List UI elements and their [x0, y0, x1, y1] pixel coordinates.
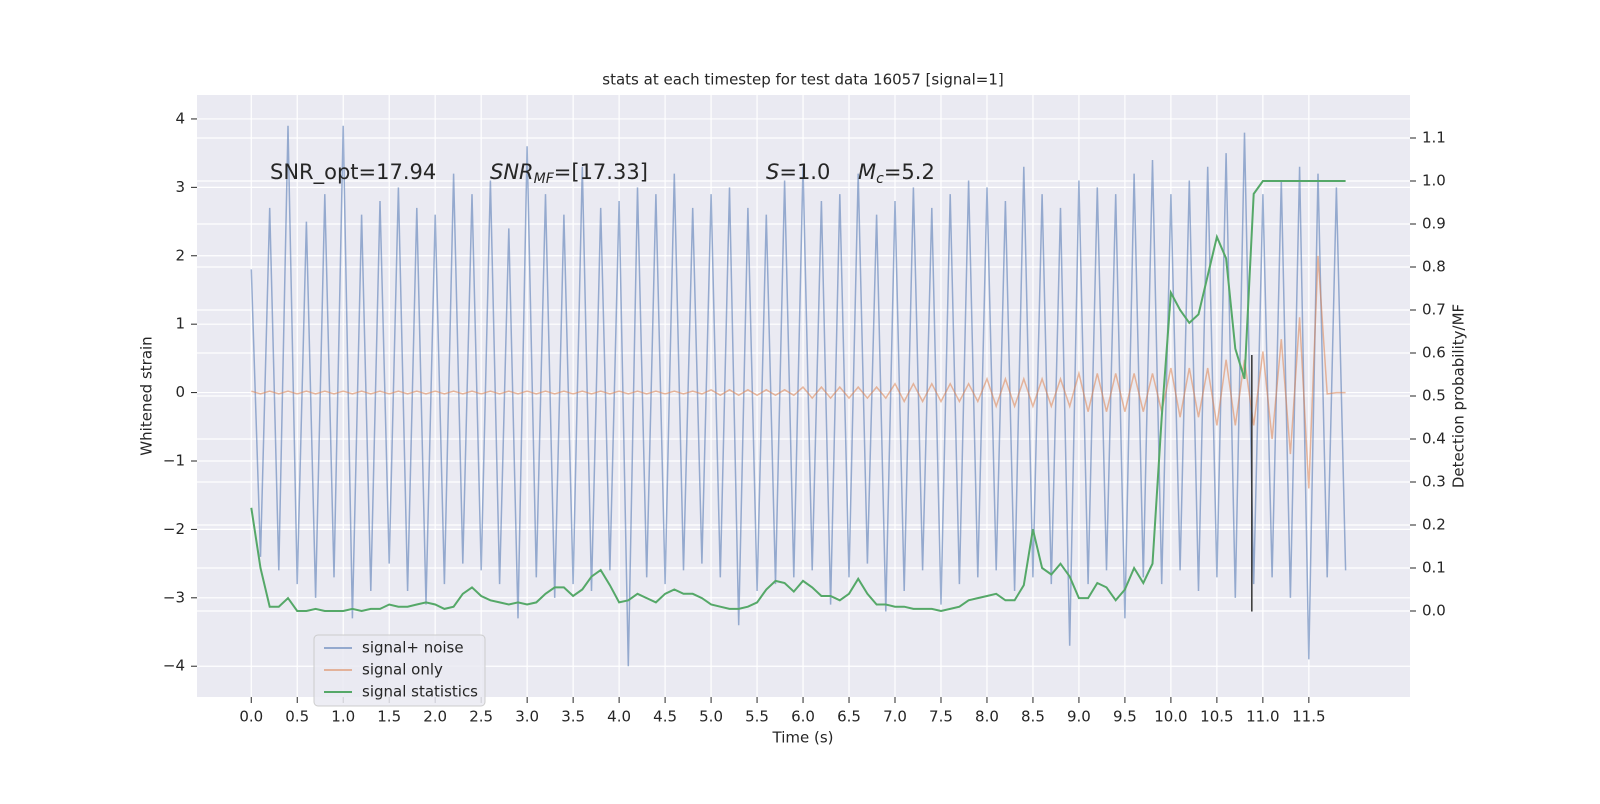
series-line	[250, 180, 1346, 613]
y2-tick-label: 1.0	[1422, 172, 1446, 190]
y-tick-label: 2	[175, 246, 185, 264]
series-line	[250, 125, 1347, 667]
x-tick-label: 0.5	[285, 708, 309, 726]
x-tick-label: 9.5	[1113, 708, 1137, 726]
y2-tick-label: 0.0	[1422, 602, 1446, 620]
y-tick-label: 0	[175, 383, 185, 401]
x-tick-label: 10.5	[1200, 708, 1233, 726]
y2-tick-label: 0.1	[1422, 559, 1446, 577]
x-tick-label: 11.0	[1246, 708, 1279, 726]
legend-label: signal+ noise	[362, 639, 464, 657]
y-tick-label: 1	[175, 315, 185, 333]
x-tick-label: 9.0	[1067, 708, 1091, 726]
y2-tick-label: 1.1	[1422, 129, 1446, 147]
y2-tick-label: 0.6	[1422, 344, 1446, 362]
x-tick-label: 5.5	[745, 708, 769, 726]
annotation: S=1.0	[766, 160, 830, 184]
y-tick-label: −3	[163, 588, 185, 606]
y2-tick-label: 0.9	[1422, 215, 1446, 233]
annotation-text: =1.0	[779, 160, 830, 184]
x-tick-label: 1.0	[331, 708, 355, 726]
x-tick-label: 5.0	[699, 708, 723, 726]
annotation-text: SNR_opt=17.94	[270, 160, 436, 185]
x-tick-label: 3.0	[515, 708, 539, 726]
legend-label: signal only	[362, 661, 443, 679]
x-tick-label: 2.5	[469, 708, 493, 726]
x-tick-label: 3.5	[561, 708, 585, 726]
annotation-math: SNR	[490, 160, 534, 184]
annotation-text: =5.2	[884, 160, 935, 184]
y2-tick-label: 0.8	[1422, 258, 1446, 276]
y2-tick-label: 0.7	[1422, 301, 1446, 319]
marks	[250, 125, 1347, 667]
x-tick-label: 6.5	[837, 708, 861, 726]
annotation-sub: c	[876, 171, 884, 187]
x-tick-label: 4.5	[653, 708, 677, 726]
x-tick-label: 1.5	[377, 708, 401, 726]
annotation-text: =[17.33]	[554, 160, 648, 184]
x-axis-label: Time (s)	[772, 729, 834, 747]
x-tick-label: 7.0	[883, 708, 907, 726]
legend: signal+ noise signal only signal statistic…	[313, 634, 486, 707]
y-tick-label: 3	[175, 178, 185, 196]
annotation-math: M	[858, 160, 876, 184]
y-tick-label: −1	[163, 451, 185, 469]
annotation-sub: MF	[534, 171, 555, 187]
y-axis-label: Whitened strain	[138, 336, 156, 455]
annotation: SNR_opt=17.94	[270, 160, 436, 185]
legend-label: signal statistics	[362, 683, 478, 701]
legend-box	[313, 634, 486, 707]
x-tick-label: 4.0	[607, 708, 631, 726]
y-tick-label: 4	[175, 109, 185, 127]
x-tick-label: 7.5	[929, 708, 953, 726]
y-tick-label: −2	[163, 520, 185, 538]
x-tick-label: 8.0	[975, 708, 999, 726]
y2-axis-label: Detection probability/MF	[1450, 304, 1468, 488]
y-tick-label: −4	[163, 657, 185, 675]
y2-tick-label: 0.4	[1422, 430, 1446, 448]
y2-tick-label: 0.3	[1422, 473, 1446, 491]
chart-title: stats at each timestep for test data 160…	[602, 71, 1003, 89]
x-tick-label: 6.0	[791, 708, 815, 726]
annotation-math: S	[766, 160, 779, 184]
y2-tick-label: 0.5	[1422, 387, 1446, 405]
labels: 0.0 0.5 1.0 1.5 2.0 2.5 3.0 3.5 4.0 4.5 5.0 5.5 6.0 6…	[163, 109, 1446, 725]
x-tick-label: 10.0	[1154, 708, 1187, 726]
x-tick-label: 0.0	[239, 708, 263, 726]
x-tick-label: 11.5	[1292, 708, 1325, 726]
annotation: SNRMF=[17.33]	[490, 160, 648, 187]
x-tick-label: 8.5	[1021, 708, 1045, 726]
x-tick-label: 2.0	[423, 708, 447, 726]
annotation: Mc=5.2	[858, 160, 935, 187]
y2-tick-label: 0.2	[1422, 516, 1446, 534]
